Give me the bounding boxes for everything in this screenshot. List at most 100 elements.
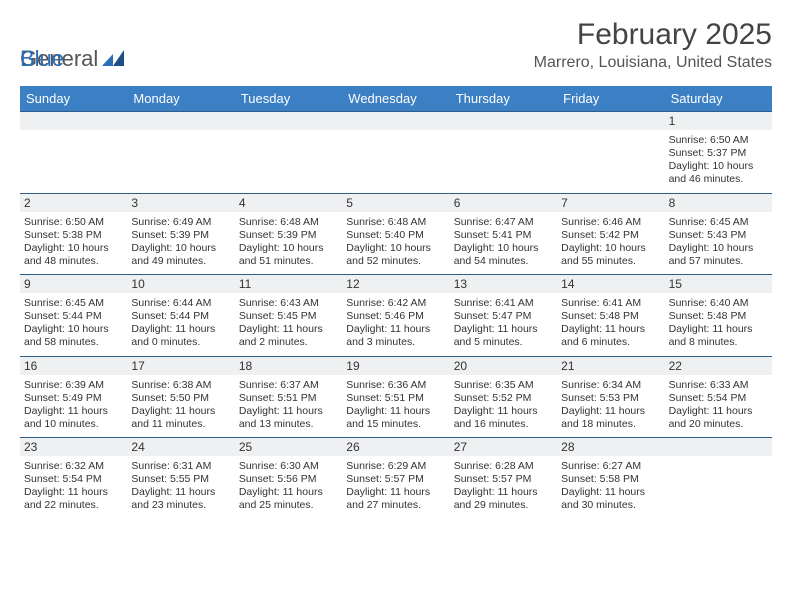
day-cell xyxy=(127,130,234,193)
daylight: Daylight: 10 hours and 48 minutes. xyxy=(24,242,123,268)
daylight: Daylight: 11 hours and 13 minutes. xyxy=(239,405,338,431)
sunrise: Sunrise: 6:32 AM xyxy=(24,458,123,473)
sunrise: Sunrise: 6:39 AM xyxy=(24,377,123,392)
daynum-row: 16171819202122 xyxy=(20,356,772,375)
day-number: 5 xyxy=(342,194,449,212)
daynum-row: 2345678 xyxy=(20,193,772,212)
day-number: 19 xyxy=(342,357,449,375)
sunrise: Sunrise: 6:42 AM xyxy=(346,295,445,310)
sunset: Sunset: 5:48 PM xyxy=(669,310,768,323)
sunrise: Sunrise: 6:41 AM xyxy=(561,295,660,310)
day-number: 13 xyxy=(450,275,557,293)
daynum-row: 9101112131415 xyxy=(20,274,772,293)
sunrise: Sunrise: 6:45 AM xyxy=(24,295,123,310)
daylight: Daylight: 11 hours and 0 minutes. xyxy=(131,323,230,349)
day-cell xyxy=(557,130,664,193)
day-number: 3 xyxy=(127,194,234,212)
day-number xyxy=(557,112,664,130)
sunrise: Sunrise: 6:46 AM xyxy=(561,214,660,229)
daylight: Daylight: 11 hours and 3 minutes. xyxy=(346,323,445,349)
daylight: Daylight: 10 hours and 55 minutes. xyxy=(561,242,660,268)
daylight: Daylight: 11 hours and 29 minutes. xyxy=(454,486,553,512)
daylight: Daylight: 11 hours and 6 minutes. xyxy=(561,323,660,349)
detail-row: Sunrise: 6:39 AMSunset: 5:49 PMDaylight:… xyxy=(20,375,772,438)
day-number: 8 xyxy=(665,194,772,212)
detail-row: Sunrise: 6:50 AMSunset: 5:37 PMDaylight:… xyxy=(20,130,772,193)
dayname-row: Sunday Monday Tuesday Wednesday Thursday… xyxy=(20,86,772,111)
daylight: Daylight: 10 hours and 52 minutes. xyxy=(346,242,445,268)
day-number: 26 xyxy=(342,438,449,456)
day-number: 22 xyxy=(665,357,772,375)
dayname: Saturday xyxy=(665,86,772,111)
day-cell: Sunrise: 6:44 AMSunset: 5:44 PMDaylight:… xyxy=(127,293,234,356)
day-number: 6 xyxy=(450,194,557,212)
dayname: Sunday xyxy=(20,86,127,111)
sunset: Sunset: 5:39 PM xyxy=(131,229,230,242)
sunset: Sunset: 5:58 PM xyxy=(561,473,660,486)
sunrise: Sunrise: 6:47 AM xyxy=(454,214,553,229)
dayname: Wednesday xyxy=(342,86,449,111)
day-number: 15 xyxy=(665,275,772,293)
sunrise: Sunrise: 6:49 AM xyxy=(131,214,230,229)
sunrise: Sunrise: 6:37 AM xyxy=(239,377,338,392)
daylight: Daylight: 11 hours and 10 minutes. xyxy=(24,405,123,431)
sunrise: Sunrise: 6:30 AM xyxy=(239,458,338,473)
day-number: 1 xyxy=(665,112,772,130)
sunset: Sunset: 5:47 PM xyxy=(454,310,553,323)
sunrise: Sunrise: 6:35 AM xyxy=(454,377,553,392)
day-cell: Sunrise: 6:50 AMSunset: 5:37 PMDaylight:… xyxy=(665,130,772,193)
sunset: Sunset: 5:48 PM xyxy=(561,310,660,323)
daylight: Daylight: 10 hours and 54 minutes. xyxy=(454,242,553,268)
day-cell: Sunrise: 6:42 AMSunset: 5:46 PMDaylight:… xyxy=(342,293,449,356)
sunset: Sunset: 5:38 PM xyxy=(24,229,123,242)
day-number: 17 xyxy=(127,357,234,375)
day-cell: Sunrise: 6:28 AMSunset: 5:57 PMDaylight:… xyxy=(450,456,557,519)
day-cell: Sunrise: 6:40 AMSunset: 5:48 PMDaylight:… xyxy=(665,293,772,356)
daylight: Daylight: 11 hours and 22 minutes. xyxy=(24,486,123,512)
sunset: Sunset: 5:53 PM xyxy=(561,392,660,405)
day-cell: Sunrise: 6:48 AMSunset: 5:39 PMDaylight:… xyxy=(235,212,342,275)
day-cell: Sunrise: 6:49 AMSunset: 5:39 PMDaylight:… xyxy=(127,212,234,275)
sunset: Sunset: 5:54 PM xyxy=(669,392,768,405)
day-cell: Sunrise: 6:29 AMSunset: 5:57 PMDaylight:… xyxy=(342,456,449,519)
day-cell: Sunrise: 6:43 AMSunset: 5:45 PMDaylight:… xyxy=(235,293,342,356)
sunrise: Sunrise: 6:31 AM xyxy=(131,458,230,473)
sunrise: Sunrise: 6:45 AM xyxy=(669,214,768,229)
daylight: Daylight: 11 hours and 25 minutes. xyxy=(239,486,338,512)
day-number: 28 xyxy=(557,438,664,456)
day-cell xyxy=(20,130,127,193)
day-number: 12 xyxy=(342,275,449,293)
sunrise: Sunrise: 6:40 AM xyxy=(669,295,768,310)
day-number: 9 xyxy=(20,275,127,293)
day-cell: Sunrise: 6:41 AMSunset: 5:47 PMDaylight:… xyxy=(450,293,557,356)
day-number xyxy=(342,112,449,130)
daylight: Daylight: 11 hours and 30 minutes. xyxy=(561,486,660,512)
detail-row: Sunrise: 6:32 AMSunset: 5:54 PMDaylight:… xyxy=(20,456,772,519)
day-cell: Sunrise: 6:35 AMSunset: 5:52 PMDaylight:… xyxy=(450,375,557,438)
sunrise: Sunrise: 6:36 AM xyxy=(346,377,445,392)
sunset: Sunset: 5:44 PM xyxy=(131,310,230,323)
day-cell: Sunrise: 6:27 AMSunset: 5:58 PMDaylight:… xyxy=(557,456,664,519)
dayname: Friday xyxy=(557,86,664,111)
day-number: 16 xyxy=(20,357,127,375)
day-number: 14 xyxy=(557,275,664,293)
sunset: Sunset: 5:57 PM xyxy=(454,473,553,486)
day-number xyxy=(665,438,772,456)
dayname: Tuesday xyxy=(235,86,342,111)
day-number: 21 xyxy=(557,357,664,375)
daylight: Daylight: 11 hours and 23 minutes. xyxy=(131,486,230,512)
day-cell: Sunrise: 6:41 AMSunset: 5:48 PMDaylight:… xyxy=(557,293,664,356)
day-cell: Sunrise: 6:38 AMSunset: 5:50 PMDaylight:… xyxy=(127,375,234,438)
day-cell: Sunrise: 6:45 AMSunset: 5:43 PMDaylight:… xyxy=(665,212,772,275)
detail-row: Sunrise: 6:50 AMSunset: 5:38 PMDaylight:… xyxy=(20,212,772,275)
day-cell: Sunrise: 6:34 AMSunset: 5:53 PMDaylight:… xyxy=(557,375,664,438)
calendar: Sunday Monday Tuesday Wednesday Thursday… xyxy=(20,86,772,519)
day-number: 11 xyxy=(235,275,342,293)
day-number: 18 xyxy=(235,357,342,375)
day-number: 10 xyxy=(127,275,234,293)
day-cell: Sunrise: 6:31 AMSunset: 5:55 PMDaylight:… xyxy=(127,456,234,519)
sunset: Sunset: 5:44 PM xyxy=(24,310,123,323)
day-number: 25 xyxy=(235,438,342,456)
day-number: 7 xyxy=(557,194,664,212)
day-number: 23 xyxy=(20,438,127,456)
